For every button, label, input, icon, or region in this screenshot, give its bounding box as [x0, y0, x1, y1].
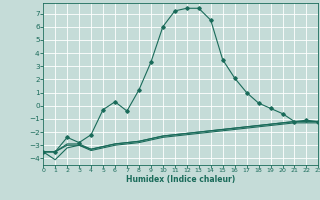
- X-axis label: Humidex (Indice chaleur): Humidex (Indice chaleur): [126, 175, 236, 184]
